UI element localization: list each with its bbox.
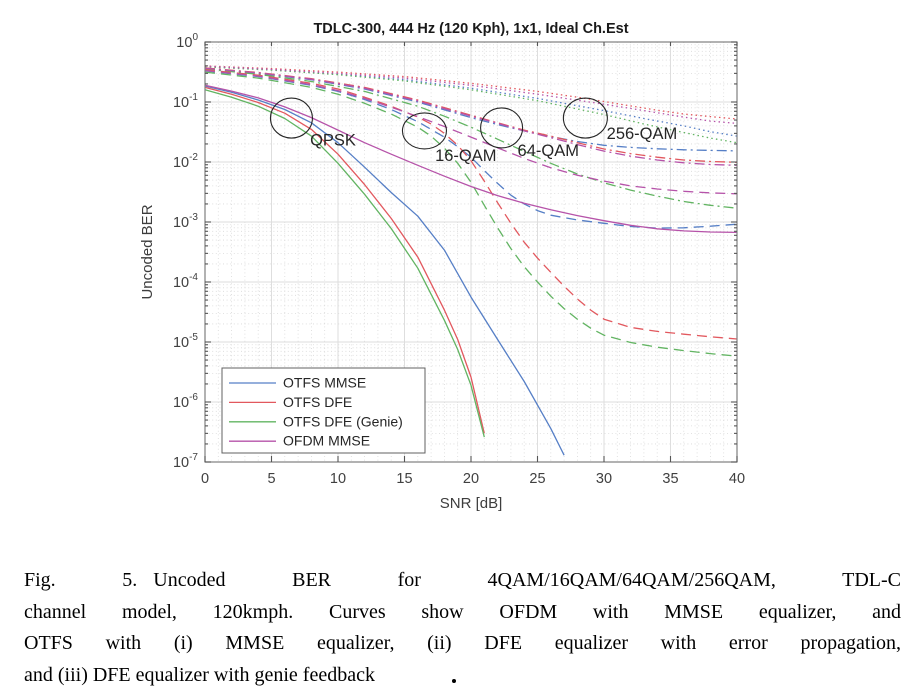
plot-title: TDLC-300, 444 Hz (120 Kph), 1x1, Ideal C…: [313, 21, 628, 37]
caption-figure-label: Fig. 5.: [24, 569, 138, 591]
curves: [204, 65, 738, 456]
stray-period-mark: [452, 679, 456, 683]
y-axis-label: Uncoded BER: [139, 204, 156, 299]
curve-qpsk-otfs-dfe-genie: [204, 89, 485, 438]
x-tick-label: 10: [330, 471, 346, 487]
x-tick-label: 5: [267, 471, 275, 487]
annotation-ellipse-64-QAM: [480, 107, 524, 149]
caption-line-3: OTFS with (i) MMSE equalizer, (ii) DFE e…: [24, 632, 901, 654]
caption-line-1: Fig. 5. Uncoded BER for 4QAM/16QAM/64QAM/…: [24, 565, 901, 597]
ticks: [204, 41, 738, 463]
annotation-label-16-QAM: 16-QAM: [435, 147, 496, 165]
legend: OTFS MMSE OTFS DFE OTFS DFE (Genie) OFDM MM…: [221, 367, 426, 454]
curve-qpsk-otfs-dfe: [204, 86, 485, 434]
curve-16qam-otfs-dfe: [204, 69, 738, 340]
curve-qpsk-otfs-mmse: [204, 85, 565, 456]
caption-line-4: and (iii) DFE equalizer with genie feedb…: [24, 663, 375, 686]
y-tick-label: 10-2: [173, 152, 198, 171]
x-tick-label: 0: [201, 471, 209, 487]
x-tick-label: 40: [729, 471, 745, 487]
x-tick-label: 25: [529, 471, 545, 487]
legend-label-magenta: OFDM MMSE: [283, 433, 370, 449]
annotation-label-256-QAM: 256-QAM: [607, 125, 678, 143]
annotation-label-QPSK: QPSK: [310, 131, 356, 149]
caption-line-1-text: Uncoded BER for 4QAM/16QAM/64QAM/256QAM,…: [153, 569, 902, 591]
annotation-ellipse-QPSK: [269, 97, 314, 139]
y-tick-label: 100: [176, 32, 198, 51]
x-axis-label: SNR [dB]: [440, 495, 503, 512]
curve-64qam-ofdm-mmse: [204, 67, 738, 166]
legend-label-blue: OTFS MMSE: [283, 375, 366, 391]
annotation-label-64-QAM: 64-QAM: [518, 142, 579, 160]
legend-label-red: OTFS DFE: [283, 394, 352, 410]
y-tick-label: 10-4: [173, 272, 198, 291]
legend-label-green: OTFS DFE (Genie): [283, 413, 403, 429]
x-tick-label: 35: [662, 471, 678, 487]
x-tick-labels: 0 5 10 15 20 25 30 35 40: [201, 471, 745, 487]
annotation-ellipse-16-QAM: [401, 112, 448, 150]
x-tick-label: 20: [463, 471, 479, 487]
curve-16qam-otfs-dfe-genie: [204, 71, 738, 357]
curve-qpsk-ofdm-mmse: [204, 84, 738, 234]
legend-box: [221, 367, 426, 454]
ber-plot-svg: TDLC-300, 444 Hz (120 Kph), 1x1, Ideal C…: [139, 21, 745, 512]
curve-64qam-otfs-dfe-genie: [204, 68, 738, 209]
annotation-ellipse-256-QAM: [562, 97, 608, 139]
y-tick-label: 10-7: [173, 452, 198, 471]
y-tick-label: 10-1: [173, 92, 198, 111]
y-tick-label: 10-6: [173, 392, 198, 411]
x-tick-label: 30: [596, 471, 612, 487]
minor-grid: [205, 42, 737, 462]
curve-256qam-ofdm-mmse: [204, 65, 738, 125]
caption-line-2: channel model, 120kmph. Curves show OFDM…: [24, 600, 901, 623]
y-tick-label: 10-5: [173, 332, 198, 351]
figure-caption: Fig. 5. Uncoded BER for 4QAM/16QAM/64QAM/…: [24, 565, 901, 691]
y-tick-labels: 100 10-1 10-2 10-3 10-4 10-5 10-6 10-7: [173, 32, 198, 471]
curve-256qam-otfs-dfe-genie: [204, 66, 738, 144]
y-tick-label: 10-3: [173, 212, 198, 231]
curve-256qam-otfs-mmse: [204, 65, 738, 137]
curve-64qam-otfs-dfe: [204, 67, 738, 163]
x-tick-label: 15: [396, 471, 412, 487]
